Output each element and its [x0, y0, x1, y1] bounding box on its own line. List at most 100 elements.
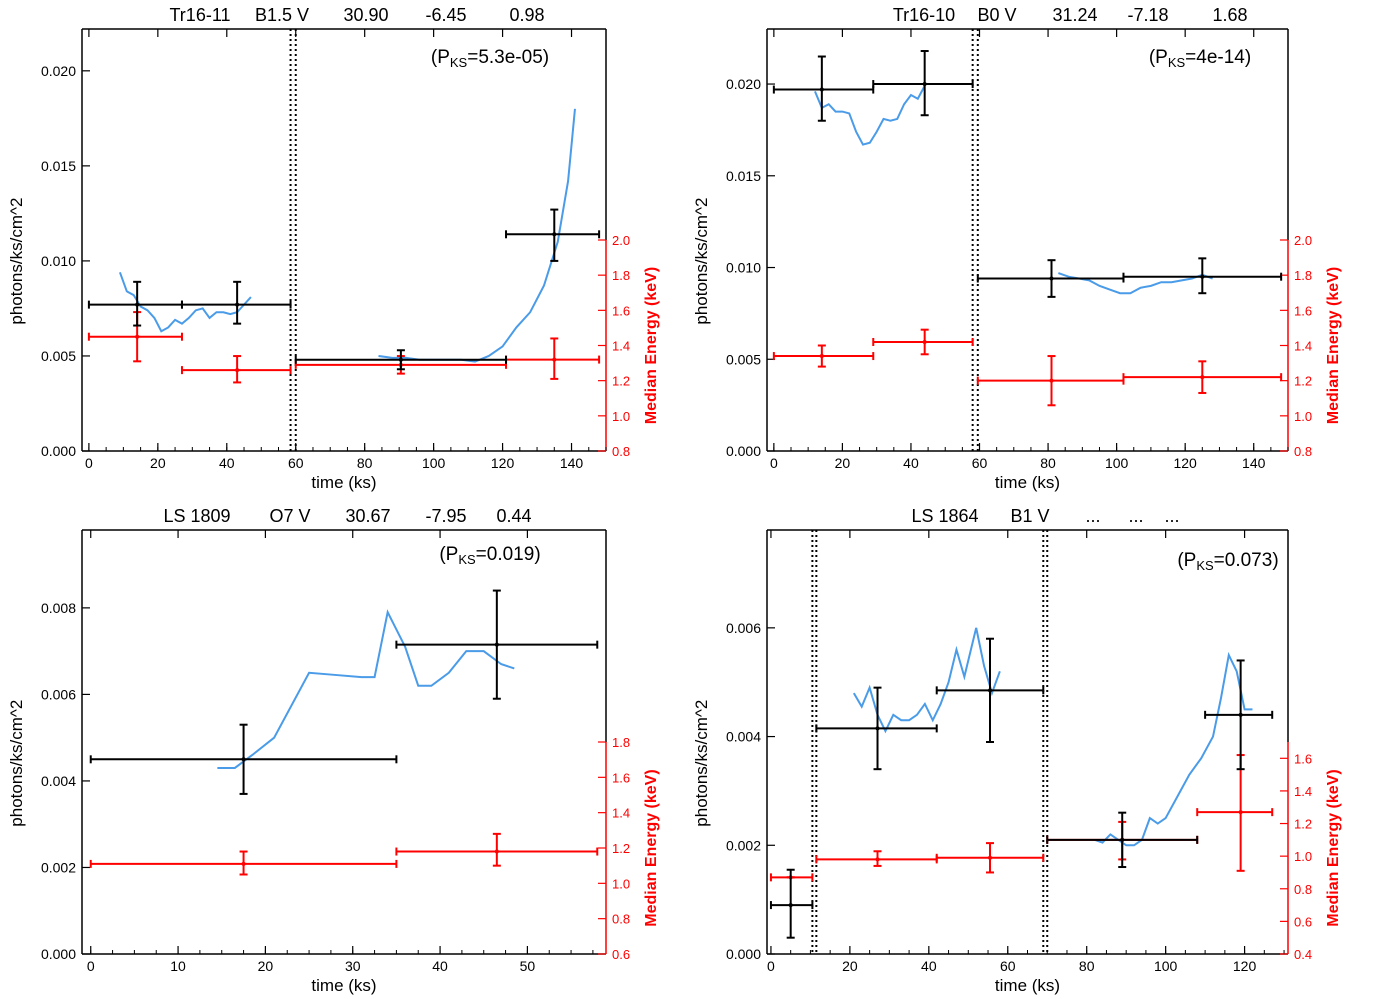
- y-tick-label: 0.020: [726, 76, 761, 92]
- energy-tick-label: 1.4: [612, 806, 630, 821]
- x-tick-label: 60: [288, 455, 304, 471]
- lightcurve-line: [814, 85, 926, 146]
- x-tick-label: 140: [560, 455, 584, 471]
- header-item: 0.98: [509, 5, 544, 25]
- x-tick-label: 100: [1105, 455, 1129, 471]
- photon-bin-point: [1120, 837, 1125, 842]
- energy-bin-point: [494, 849, 499, 854]
- energy-bin-point: [241, 861, 246, 866]
- energy-tick-label: 1.2: [612, 374, 630, 389]
- photon-bin: [294, 349, 508, 371]
- ks-annotation: (PKS=0.073): [1177, 550, 1278, 573]
- energy-tick-label: 1.6: [612, 770, 630, 785]
- energy-tick-label: 0.4: [1294, 947, 1312, 962]
- energy-tick-label: 1.8: [612, 735, 630, 750]
- x-tick-label: 100: [1154, 958, 1178, 974]
- header-item: 31.24: [1052, 5, 1097, 25]
- energy-tick-label: 2.0: [612, 233, 630, 248]
- x-tick-label: 0: [87, 958, 95, 974]
- y-tick-label: 0.000: [41, 443, 76, 459]
- x-tick-label: 40: [903, 455, 919, 471]
- energy-bin-point: [922, 339, 927, 344]
- photon-bin: [815, 686, 938, 771]
- x-tick-label: 20: [258, 958, 274, 974]
- energy-tick-label: 0.8: [1294, 444, 1312, 459]
- energy-tick-label: 1.6: [612, 303, 630, 318]
- header-item: B1 V: [1010, 506, 1049, 526]
- header-item: ...: [1128, 506, 1143, 526]
- energy-bin-point: [135, 334, 140, 339]
- energy-tick-label: 2.0: [1294, 233, 1312, 248]
- y-tick-label: 0.005: [41, 348, 76, 364]
- header-item: Tr16-10: [893, 5, 955, 25]
- x-axis-label: time (ks): [995, 473, 1060, 492]
- x-tick-label: 0: [770, 455, 778, 471]
- header-item: 30.67: [345, 506, 390, 526]
- photon-bin-point: [788, 903, 793, 908]
- energy-bin-point: [1049, 378, 1054, 383]
- x-tick-label: 120: [1233, 958, 1257, 974]
- energy-bin: [87, 311, 183, 363]
- y-tick-label: 0.015: [726, 168, 761, 184]
- x-tick-label: 40: [921, 958, 937, 974]
- energy-bin-point: [1200, 375, 1205, 380]
- ks-annotation: (PKS=5.3e-05): [431, 47, 549, 70]
- energy-bin: [872, 328, 974, 356]
- photon-bin-point: [398, 357, 403, 362]
- x-axis-label: time (ks): [311, 976, 376, 995]
- panel-4: 0 20 40 60 80 100 120 0.000 0.002 0.004 0.006 0.4 0.…: [692, 506, 1342, 995]
- x-tick-label: 120: [1173, 455, 1197, 471]
- x-tick-label: 0: [85, 455, 93, 471]
- energy-axis-label: Median Energy (keV): [643, 267, 660, 424]
- energy-tick-label: 1.4: [1294, 339, 1312, 354]
- photon-bin-point: [1049, 276, 1054, 281]
- photon-bin-point: [135, 302, 140, 307]
- energy-tick-label: 1.0: [612, 409, 630, 424]
- x-tick-label: 20: [842, 958, 858, 974]
- x-tick-label: 10: [170, 958, 186, 974]
- y-tick-label: 0.010: [726, 260, 761, 276]
- header-item: -7.95: [425, 506, 466, 526]
- panel-2: 0 20 40 60 80 100 120 140 0.000 0.005 0.010 0.015 0.…: [692, 5, 1342, 492]
- x-tick-label: 0: [767, 958, 775, 974]
- y-tick-label: 0.006: [726, 620, 761, 636]
- energy-tick-label: 0.6: [1294, 914, 1312, 929]
- y-tick-label: 0.000: [41, 946, 76, 962]
- photon-bin: [1204, 659, 1274, 771]
- header-item: ...: [1164, 506, 1179, 526]
- energy-bin: [815, 850, 938, 867]
- x-tick-label: 80: [1040, 455, 1056, 471]
- energy-tick-label: 1.2: [612, 841, 630, 856]
- photon-bin: [976, 259, 1125, 298]
- energy-bin: [976, 355, 1125, 407]
- y-tick-label: 0.015: [41, 158, 76, 174]
- energy-tick-label: 1.2: [1294, 374, 1312, 389]
- energy-bin: [505, 337, 601, 380]
- photon-bin-point: [1238, 712, 1243, 717]
- photon-bin: [395, 589, 599, 700]
- energy-bin-point: [552, 357, 557, 362]
- x-tick-label: 80: [357, 455, 373, 471]
- energy-axis-label: Median Energy (keV): [1325, 267, 1342, 424]
- photon-bin-point: [1200, 274, 1205, 279]
- y-tick-label: 0.010: [41, 253, 76, 269]
- photon-bin: [935, 637, 1045, 743]
- x-tick-label: 40: [432, 958, 448, 974]
- energy-axis-label: Median Energy (keV): [643, 769, 660, 926]
- ks-annotation: (PKS=4e-14): [1149, 47, 1251, 70]
- photon-bin-point: [875, 726, 880, 731]
- header-item: 30.90: [343, 5, 388, 25]
- x-tick-label: 20: [835, 455, 851, 471]
- photon-bin-point: [922, 82, 927, 87]
- energy-tick-label: 1.2: [1294, 817, 1312, 832]
- lightcurve-line: [1094, 651, 1253, 847]
- y-tick-label: 0.000: [726, 443, 761, 459]
- x-tick-label: 100: [422, 455, 446, 471]
- energy-tick-label: 1.8: [612, 268, 630, 283]
- y-axis-label: photons/ks/cm^2: [7, 198, 26, 325]
- photon-bin-point: [235, 302, 240, 307]
- energy-tick-label: 1.8: [1294, 268, 1312, 283]
- y-tick-label: 0.002: [41, 859, 76, 875]
- photon-bin: [872, 50, 974, 117]
